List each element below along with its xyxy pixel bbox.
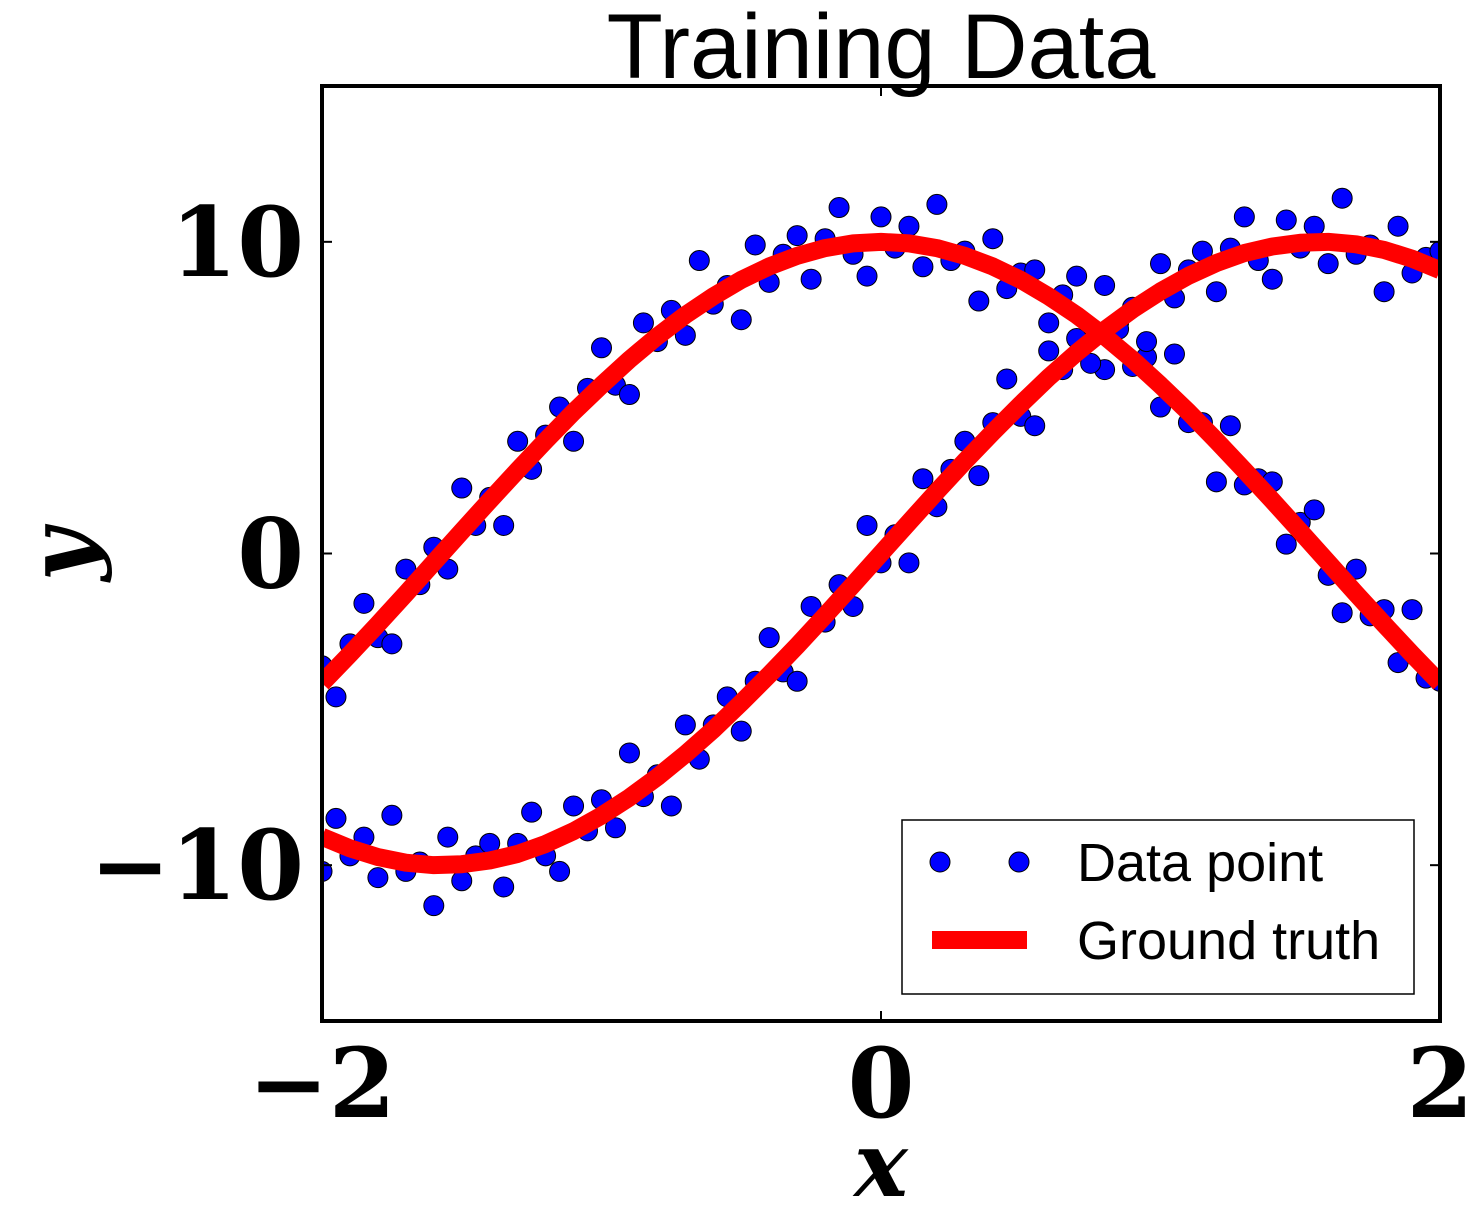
- data-point: [1080, 352, 1102, 374]
- data-point: [1331, 602, 1353, 624]
- data-point: [1275, 533, 1297, 555]
- data-point: [674, 714, 696, 736]
- data-point: [968, 290, 990, 312]
- x-tick-label: 0: [848, 1027, 915, 1140]
- data-point: [1038, 312, 1060, 334]
- data-point: [1401, 599, 1423, 621]
- data-point: [926, 193, 948, 215]
- legend: Data point Ground truth: [901, 819, 1415, 995]
- legend-label: Ground truth: [1077, 911, 1380, 971]
- data-point: [325, 686, 347, 708]
- data-point: [618, 742, 640, 764]
- data-point: [1205, 471, 1227, 493]
- data-point: [688, 250, 710, 272]
- data-point: [898, 215, 920, 237]
- data-point: [1205, 281, 1227, 303]
- data-point: [996, 368, 1018, 390]
- data-point: [493, 876, 515, 898]
- data-point: [507, 430, 529, 452]
- data-point: [322, 860, 333, 882]
- data-point: [1303, 499, 1325, 521]
- data-point: [437, 826, 459, 848]
- data-point: [381, 804, 403, 826]
- data-point: [968, 465, 990, 487]
- data-point: [1317, 253, 1339, 275]
- y-tick-label: 0: [237, 498, 304, 611]
- legend-label: Data point: [1077, 833, 1323, 893]
- data-point: [1275, 209, 1297, 231]
- data-point: [730, 309, 752, 331]
- chart-title: Training Data: [607, 0, 1157, 98]
- data-point: [591, 337, 612, 359]
- y-tick-label: 10: [170, 186, 304, 299]
- data-point: [423, 895, 445, 917]
- data-point: [604, 817, 626, 839]
- data-point: [1261, 268, 1283, 290]
- data-point: [786, 670, 808, 692]
- data-point: [856, 265, 878, 287]
- x-tick-label: 2: [1407, 1027, 1474, 1140]
- legend-marker: [1008, 851, 1030, 873]
- data-point: [786, 225, 808, 247]
- legend-box: [901, 819, 1415, 995]
- data-point: [1038, 340, 1060, 362]
- data-point: [912, 256, 934, 278]
- data-point: [549, 860, 571, 882]
- data-point: [1066, 265, 1088, 287]
- data-point: [898, 552, 920, 574]
- data-point: [1387, 215, 1409, 237]
- data-point: [828, 197, 850, 219]
- data-point: [1024, 415, 1046, 437]
- data-point: [618, 384, 640, 406]
- data-point: [758, 627, 780, 649]
- data-point: [563, 795, 585, 817]
- data-point: [632, 312, 654, 334]
- data-point: [1163, 343, 1185, 365]
- data-point: [870, 206, 892, 228]
- data-point: [353, 592, 375, 614]
- data-point: [730, 720, 752, 742]
- data-point: [1373, 281, 1395, 303]
- data-point: [563, 430, 585, 452]
- data-point: [325, 807, 347, 829]
- data-point: [800, 268, 822, 290]
- axes: −2 0 2 −10 0 10: [90, 86, 1473, 1140]
- data-point: [451, 477, 473, 499]
- data-point: [1233, 206, 1255, 228]
- data-point: [982, 228, 1004, 250]
- plot-area: [322, 187, 1440, 917]
- legend-marker: [929, 851, 951, 873]
- y-axis-label: y: [8, 523, 114, 583]
- x-axis-label: x: [852, 1112, 909, 1218]
- y-tick-label: −10: [90, 809, 304, 922]
- data-point: [1094, 274, 1116, 296]
- data-point: [1429, 240, 1440, 262]
- data-point: [1219, 415, 1241, 437]
- data-point: [1136, 331, 1158, 353]
- data-point: [1331, 187, 1353, 209]
- data-point: [1150, 253, 1171, 275]
- line: [322, 232, 1440, 690]
- data-point: [856, 514, 878, 536]
- data-point: [660, 795, 682, 817]
- x-tick-label: −2: [248, 1027, 395, 1140]
- data-point: [744, 234, 766, 256]
- data-point: [381, 633, 403, 655]
- data-point: [800, 595, 822, 617]
- data-point: [521, 801, 543, 823]
- data-point: [912, 468, 934, 490]
- data-point: [367, 867, 389, 889]
- data-point: [493, 514, 515, 536]
- data-point: [451, 870, 473, 892]
- line: [322, 232, 1440, 875]
